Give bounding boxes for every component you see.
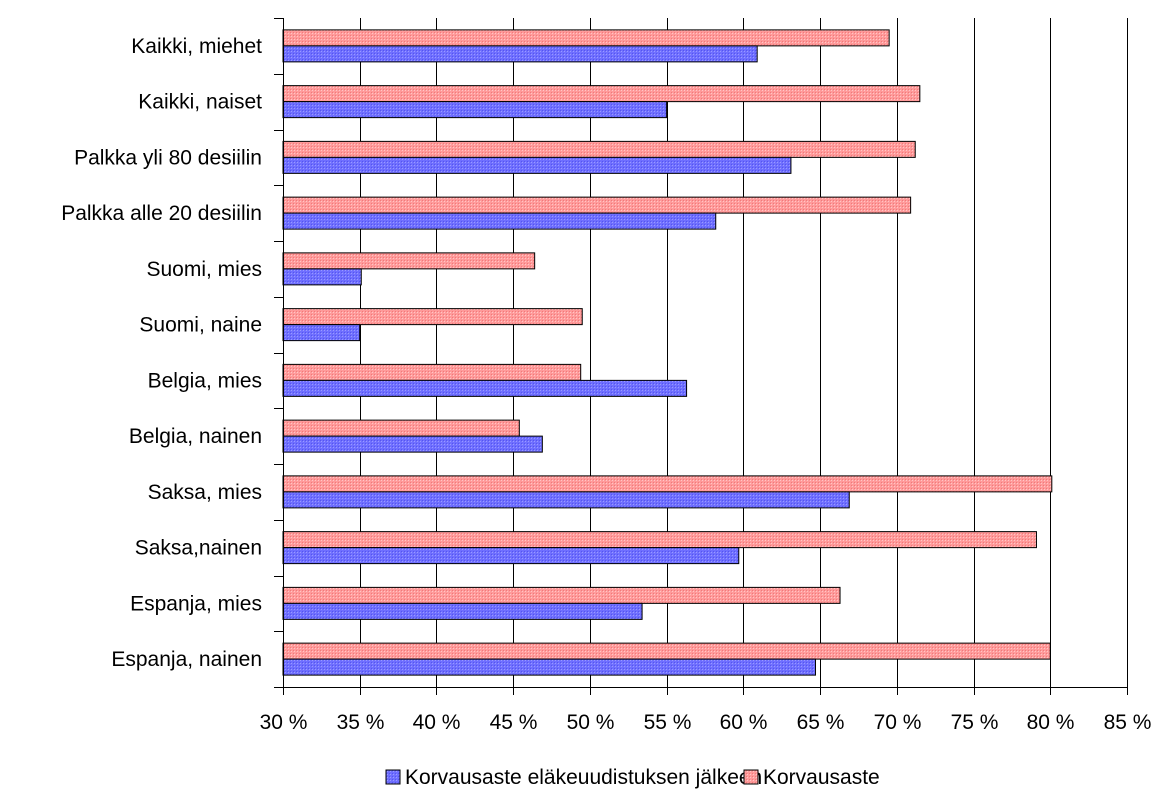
category-label: Suomi, mies bbox=[146, 258, 262, 281]
legend-swatch bbox=[743, 769, 759, 785]
bar-replacement-rate bbox=[282, 196, 912, 214]
bar-after-reform bbox=[282, 547, 740, 565]
category-label: Saksa, mies bbox=[148, 481, 262, 504]
category-label: Kaikki, naiset bbox=[138, 91, 262, 114]
bar-after-reform bbox=[282, 101, 668, 119]
bar-after-reform bbox=[282, 602, 643, 620]
legend-label: Korvausaste bbox=[763, 766, 880, 789]
x-tick-label: 85 % bbox=[1104, 711, 1152, 734]
category-label: Belgia, nainen bbox=[129, 425, 262, 448]
bar-after-reform bbox=[282, 324, 361, 342]
category-label: Suomi, naine bbox=[139, 314, 262, 337]
x-tick-label: 70 % bbox=[874, 711, 922, 734]
bar-replacement-rate bbox=[282, 85, 921, 103]
bar-replacement-rate bbox=[282, 531, 1037, 549]
bar-replacement-rate bbox=[282, 419, 520, 437]
legend-label: Korvausaste eläkeuudistuksen jälkeen bbox=[405, 766, 762, 789]
bar-after-reform bbox=[282, 491, 850, 509]
bar-replacement-rate bbox=[282, 252, 536, 270]
category-label: Espanja, nainen bbox=[111, 648, 262, 671]
bar-after-reform bbox=[282, 212, 717, 230]
x-tick-label: 45 % bbox=[490, 711, 538, 734]
category-label: Belgia, mies bbox=[148, 369, 262, 392]
bar-after-reform bbox=[282, 268, 362, 286]
x-tick-label: 35 % bbox=[337, 711, 385, 734]
legend-swatch bbox=[385, 769, 401, 785]
gridlines bbox=[360, 18, 1128, 687]
bar-after-reform bbox=[282, 156, 792, 174]
x-tick-label: 30 % bbox=[260, 711, 308, 734]
x-tick-label: 65 % bbox=[797, 711, 845, 734]
category-label: Espanja, mies bbox=[130, 592, 262, 615]
legend: Korvausaste eläkeuudistuksen jälkeen Korv… bbox=[385, 766, 880, 789]
x-tick-label: 60 % bbox=[720, 711, 768, 734]
labels: Kaikki, miehet Kaikki, naiset Palkka yli 8… bbox=[61, 35, 1151, 734]
category-label: Palkka yli 80 desiilin bbox=[74, 146, 262, 169]
x-tick-label: 55 % bbox=[644, 711, 692, 734]
category-label: Palkka alle 20 desiilin bbox=[61, 202, 262, 225]
bar-replacement-rate bbox=[282, 586, 841, 604]
bar-replacement-rate bbox=[282, 642, 1051, 660]
x-tick-label: 80 % bbox=[1027, 711, 1075, 734]
axes bbox=[274, 18, 1128, 695]
bar-after-reform bbox=[282, 45, 758, 63]
category-label: Kaikki, miehet bbox=[131, 35, 262, 58]
x-tick-label: 40 % bbox=[413, 711, 461, 734]
bar-replacement-rate bbox=[282, 475, 1053, 493]
category-label: Saksa,nainen bbox=[135, 537, 262, 560]
bar-after-reform bbox=[282, 658, 816, 676]
bar-replacement-rate bbox=[282, 29, 890, 47]
x-tick-label: 50 % bbox=[567, 711, 615, 734]
bars bbox=[282, 29, 1053, 676]
bar-after-reform bbox=[282, 435, 543, 453]
bar-replacement-rate bbox=[282, 308, 583, 326]
bar-replacement-rate bbox=[282, 363, 582, 381]
x-tick-label: 75 % bbox=[951, 711, 999, 734]
bar-after-reform bbox=[282, 379, 688, 397]
bar-replacement-rate bbox=[282, 140, 916, 158]
